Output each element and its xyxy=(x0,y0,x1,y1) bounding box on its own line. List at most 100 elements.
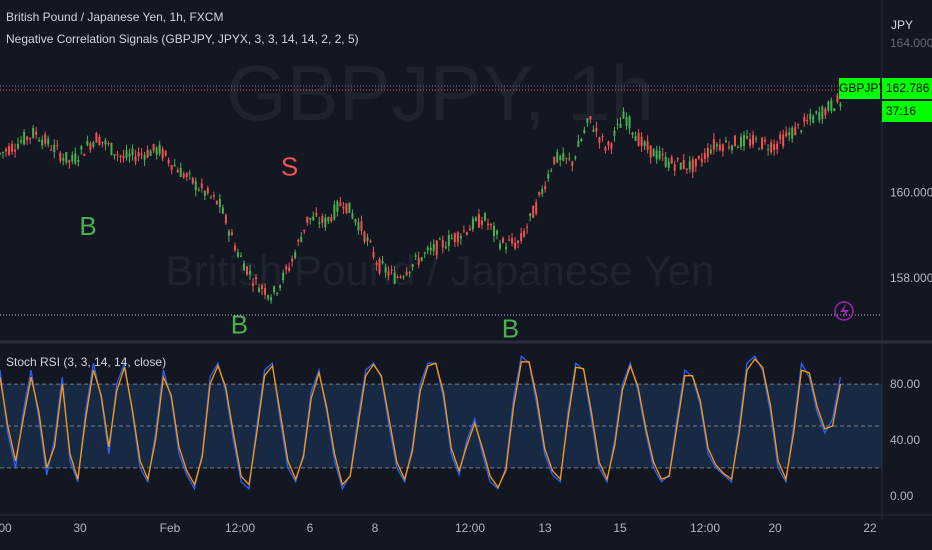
candle-body xyxy=(101,141,104,143)
candle-body xyxy=(592,129,595,132)
candle-body xyxy=(465,232,468,235)
candle-body xyxy=(429,247,432,251)
candle-body xyxy=(5,148,8,152)
candle-body xyxy=(435,240,438,256)
candle-body xyxy=(309,217,312,220)
candle-body xyxy=(468,228,471,231)
lightning-bolt xyxy=(840,304,849,319)
candle-body xyxy=(622,111,625,119)
buy-signal-label: B xyxy=(502,314,519,344)
candle-body xyxy=(330,217,333,222)
candle-body xyxy=(682,160,685,169)
time-tick-label: 2:00 xyxy=(0,521,12,535)
candle-body xyxy=(839,103,842,107)
time-tick-label: Feb xyxy=(160,521,181,535)
candle-body xyxy=(185,173,188,178)
lightning-icon xyxy=(834,301,854,321)
time-tick-label: 8 xyxy=(372,521,379,535)
candle-body xyxy=(471,218,474,230)
candle-body xyxy=(788,132,791,136)
candle-body xyxy=(456,232,459,243)
candle-body xyxy=(56,144,59,146)
candle-body xyxy=(652,148,655,157)
candle-body xyxy=(459,235,462,239)
candle-body xyxy=(743,135,746,147)
candle-body xyxy=(809,113,812,120)
candle-body xyxy=(50,149,53,151)
candle-body xyxy=(155,147,158,155)
candle-body xyxy=(14,149,17,152)
candle-body xyxy=(239,255,242,257)
price-tick-label-top: 164.000 xyxy=(890,36,932,50)
candle-body xyxy=(761,137,764,149)
indicator-title[interactable]: Negative Correlation Signals (GBPJPY, JP… xyxy=(6,32,359,46)
candle-body xyxy=(306,216,309,223)
candle-body xyxy=(209,196,212,198)
candle-body xyxy=(438,238,441,240)
candle-body xyxy=(541,189,544,194)
candle-body xyxy=(197,189,200,191)
time-tick-label: 12:00 xyxy=(690,521,720,535)
time-tick-label: 6 xyxy=(307,521,314,535)
candle-body xyxy=(727,146,730,149)
candle-body xyxy=(532,206,535,218)
candle-body xyxy=(733,135,736,146)
candle-body xyxy=(715,144,718,147)
watermark-name: British Pound / Japanese Yen xyxy=(166,247,715,294)
currency-label: JPY xyxy=(891,18,914,32)
candle-body xyxy=(610,143,613,149)
candle-body xyxy=(29,137,32,139)
candle-body xyxy=(773,144,776,150)
candle-body xyxy=(559,156,562,160)
candle-body xyxy=(673,164,676,171)
candle-body xyxy=(68,160,71,163)
candle-body xyxy=(441,239,444,248)
candle-body xyxy=(782,134,785,147)
candle-body xyxy=(215,200,218,205)
candle-body xyxy=(679,162,682,170)
candle-body xyxy=(255,277,258,280)
candle-body xyxy=(619,123,622,128)
last-price-tag: 162.786 xyxy=(882,78,932,99)
candle-body xyxy=(724,140,727,143)
candle-body xyxy=(402,276,405,278)
candle-body xyxy=(800,130,803,133)
candle-body xyxy=(62,157,65,161)
time-tick-label: 13 xyxy=(538,521,552,535)
price-tick-label: 160.000 xyxy=(890,185,932,199)
candle-body xyxy=(776,143,779,150)
candle-body xyxy=(550,170,553,172)
candle-body xyxy=(11,144,14,152)
symbol-title[interactable]: British Pound / Japanese Yen, 1h, FXCM xyxy=(6,10,224,24)
candle-body xyxy=(348,202,351,214)
candle-body xyxy=(77,159,80,162)
candle-body xyxy=(122,155,125,159)
candle-body xyxy=(390,269,393,271)
stoch-series-line xyxy=(0,354,842,491)
candle-body xyxy=(474,217,477,221)
candle-body xyxy=(188,172,191,174)
candle-body xyxy=(327,217,330,222)
candle-body xyxy=(161,148,164,159)
candle-body xyxy=(137,152,140,157)
candle-body xyxy=(489,223,492,226)
candle-body xyxy=(279,285,282,289)
stoch-rsi-title[interactable]: Stoch RSI (3, 3, 14, 14, close) xyxy=(6,355,167,369)
time-tick-label: 12:00 xyxy=(225,521,255,535)
stoch-series-line xyxy=(0,357,842,489)
candle-body xyxy=(577,140,580,147)
candle-body xyxy=(676,157,679,160)
candle-body xyxy=(607,141,610,146)
candle-body xyxy=(640,136,643,146)
candle-body xyxy=(444,246,447,249)
candle-body xyxy=(631,132,634,136)
candle-body xyxy=(691,159,694,173)
candle-body xyxy=(351,213,354,219)
candle-body xyxy=(342,206,345,209)
candle-body xyxy=(324,217,327,228)
candle-body xyxy=(393,272,396,284)
candle-body xyxy=(486,223,489,226)
candle-body xyxy=(502,238,505,243)
candle-body xyxy=(200,183,203,188)
